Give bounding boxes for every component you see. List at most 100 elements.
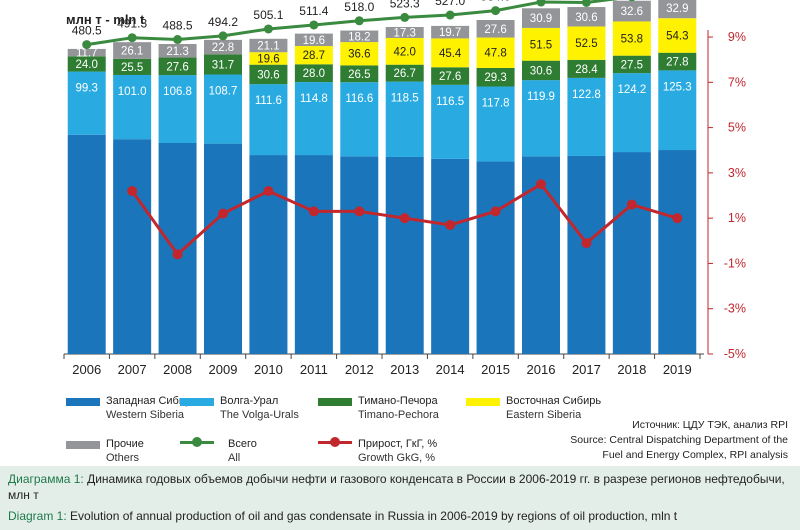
total-point [581, 0, 591, 7]
bar-segment [476, 86, 515, 162]
x-tick-label: 2017 [572, 362, 601, 377]
bar-segment [476, 37, 515, 68]
source-note: Источник: ЦДУ ТЭК, анализ RPI Source: Ce… [570, 418, 788, 463]
total-point [173, 35, 183, 45]
bar-segment [385, 81, 424, 157]
right-axis-tick-label: -5% [724, 347, 746, 361]
bar-segment [567, 26, 606, 60]
caption-ru-prefix: Диаграмма 1: [8, 472, 84, 486]
segment-label: 117.8 [482, 98, 510, 110]
bar-segment [431, 67, 470, 85]
x-tick-label: 2010 [254, 362, 283, 377]
segment-label: 19.7 [439, 27, 461, 39]
segment-label: 124.2 [617, 84, 646, 96]
bar-segment [658, 70, 697, 151]
growth-point [445, 219, 456, 230]
x-tick-label: 2019 [663, 362, 692, 377]
segment-label: 54.3 [666, 30, 688, 42]
bar-segment [340, 42, 379, 66]
bar-segment [67, 134, 106, 354]
segment-label: 125.3 [663, 81, 692, 93]
segment-label: 19.6 [303, 35, 325, 47]
source-line: Fuel and Energy Complex, RPI analysis [602, 449, 788, 461]
bar-segment [340, 156, 379, 354]
bar-segment [113, 74, 152, 140]
bar-segment [204, 39, 242, 55]
total-label: 505.1 [253, 8, 283, 22]
total-point [82, 40, 92, 50]
segment-label: 47.8 [484, 48, 506, 60]
growth-point [263, 185, 274, 196]
x-tick-label: 2014 [436, 362, 465, 377]
segment-label: 52.5 [575, 38, 597, 50]
bar-segment [294, 33, 333, 47]
bar-segment [204, 74, 242, 144]
x-tick-label: 2008 [163, 362, 192, 377]
bar-segment [113, 139, 152, 354]
bar-segment [431, 158, 470, 354]
segment-label: 27.6 [439, 71, 461, 83]
total-line [86, 0, 619, 47]
x-tick-label: 2013 [390, 362, 419, 377]
bar-segment [294, 64, 333, 83]
bar-segment [67, 56, 106, 72]
segment-label: 18.2 [348, 31, 370, 43]
bar-segment [158, 75, 197, 143]
segment-label: 42.0 [394, 46, 416, 58]
growth-point [308, 206, 319, 217]
segment-label: 29.3 [484, 72, 506, 84]
segment-label: 28.4 [575, 64, 598, 76]
total-point [263, 24, 273, 34]
segment-label: 27.6 [166, 61, 188, 73]
right-axis-tick-label: 9% [728, 30, 746, 44]
bar-segment [567, 7, 606, 27]
bar-segment [385, 37, 424, 65]
bar-segment [522, 156, 560, 354]
x-tick-label: 2012 [345, 362, 374, 377]
growth-point [218, 208, 228, 219]
growth-point [127, 185, 138, 196]
right-axis-tick-label: 1% [728, 211, 746, 225]
bar-segment [340, 30, 379, 43]
bar-segment [67, 71, 106, 135]
segment-label: 36.6 [348, 49, 370, 61]
bar-segment [158, 44, 197, 58]
growth-point [172, 249, 183, 260]
bar-segment [612, 152, 651, 354]
segment-label: 26.1 [121, 45, 143, 57]
segment-label: 17.3 [394, 27, 416, 39]
total-point [127, 33, 137, 43]
segment-label: 27.5 [621, 59, 643, 71]
bar-segment [204, 143, 242, 354]
bar-segment [431, 25, 470, 39]
total-point [536, 0, 546, 7]
segment-label: 51.5 [530, 39, 552, 51]
bar-segment [658, 18, 697, 53]
bar-segment [294, 155, 333, 354]
caption-en-text: Evolution of annual production of oil an… [66, 509, 678, 523]
bar-segment [522, 60, 560, 81]
bar-segment [249, 155, 288, 354]
bar-segment [340, 65, 379, 83]
segment-label: 22.8 [212, 42, 234, 54]
total-point [628, 0, 636, 2]
segment-label: 99.3 [76, 83, 98, 95]
segment-label: 25.5 [121, 62, 143, 74]
segment-label: 26.7 [394, 68, 416, 80]
bar-segment [385, 26, 424, 38]
segment-label: 21.3 [166, 46, 188, 58]
source-line: Source: Central Dispatching Department o… [570, 434, 788, 446]
segment-label: 122.8 [572, 89, 601, 101]
segment-label: 116.5 [436, 96, 464, 108]
bar-segment [294, 82, 333, 156]
segment-label: 30.6 [257, 69, 279, 81]
segment-label: 21.1 [257, 41, 279, 53]
segment-label: 106.8 [163, 86, 192, 98]
total-point [491, 6, 501, 16]
total-label: 491.3 [117, 17, 147, 31]
segment-label: 30.9 [530, 13, 552, 25]
bar-segment [476, 19, 515, 38]
segment-label: 119.9 [527, 91, 555, 103]
segment-label: 30.6 [530, 65, 552, 77]
right-axis-tick-label: -1% [724, 256, 746, 270]
